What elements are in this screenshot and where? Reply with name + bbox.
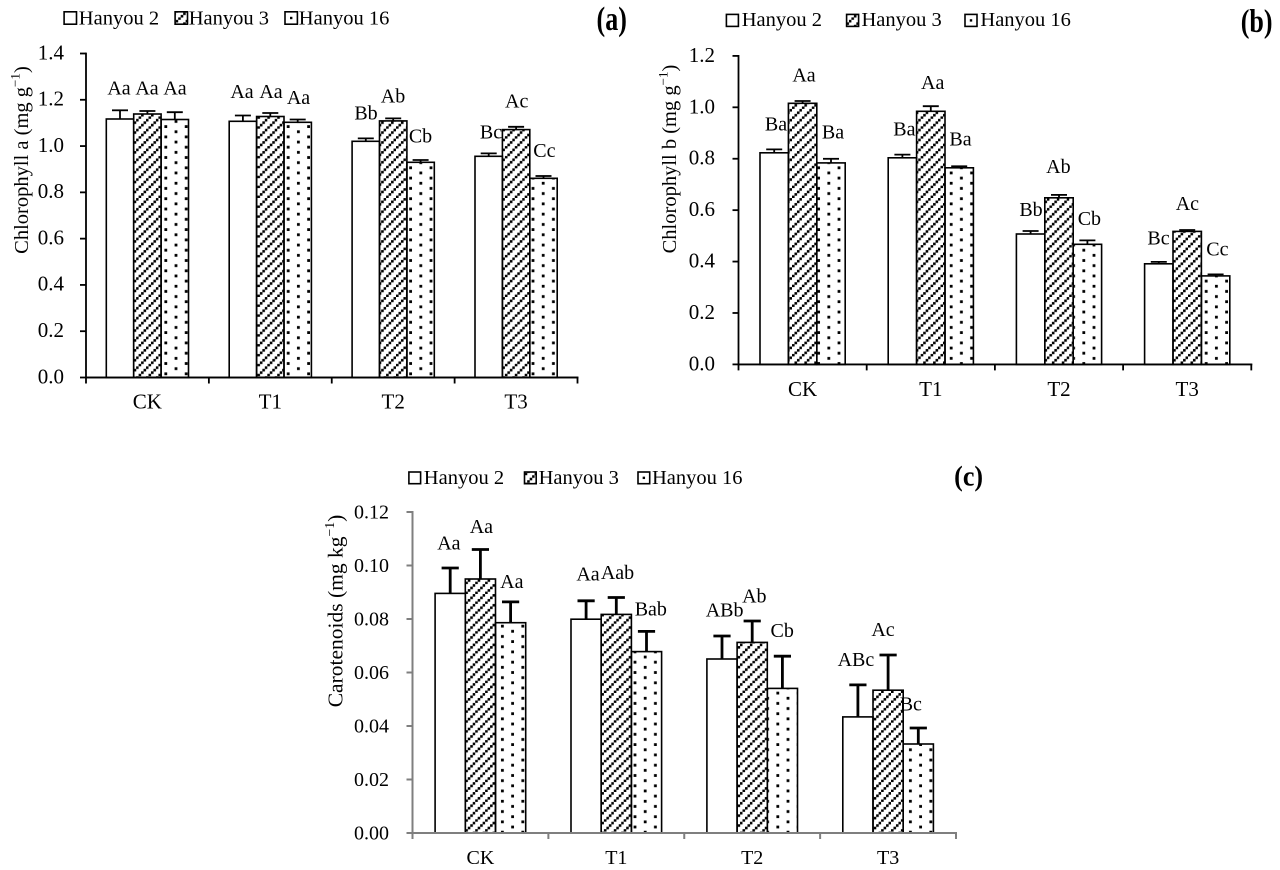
svg-text:Hanyou 3: Hanyou 3	[189, 7, 269, 29]
svg-text:Ac: Ac	[871, 619, 894, 641]
svg-text:1.2: 1.2	[38, 87, 64, 111]
svg-text:0.00: 0.00	[354, 822, 389, 844]
svg-text:0.0: 0.0	[38, 364, 64, 388]
svg-text:T2: T2	[1047, 377, 1070, 401]
svg-text:Aa: Aa	[230, 81, 253, 103]
svg-text:0.4: 0.4	[689, 249, 716, 273]
svg-text:1.0: 1.0	[38, 133, 64, 157]
svg-text:0.0: 0.0	[689, 351, 715, 375]
svg-text:Bc: Bc	[1147, 227, 1169, 249]
svg-text:0.6: 0.6	[38, 225, 64, 249]
svg-text:Ba: Ba	[949, 129, 971, 151]
svg-text:T3: T3	[877, 847, 899, 869]
svg-text:Hanyou 16: Hanyou 16	[299, 7, 390, 29]
svg-text:Aa: Aa	[470, 516, 493, 538]
svg-text:Hanyou 2: Hanyou 2	[424, 467, 504, 489]
svg-text:0.06: 0.06	[354, 662, 389, 684]
svg-text:Aa: Aa	[576, 564, 599, 586]
svg-text:Ab: Ab	[1046, 156, 1070, 178]
svg-text:T2: T2	[382, 389, 405, 413]
svg-text:1.0: 1.0	[689, 94, 715, 118]
svg-text:Cc: Cc	[1206, 239, 1228, 261]
svg-text:1.2: 1.2	[689, 43, 715, 67]
svg-text:0.2: 0.2	[38, 318, 64, 342]
svg-text:1.4: 1.4	[38, 40, 65, 64]
svg-text:0.10: 0.10	[354, 555, 389, 577]
svg-text:T2: T2	[741, 847, 763, 869]
svg-text:ABb: ABb	[706, 599, 744, 621]
svg-text:Hanyou 16: Hanyou 16	[980, 9, 1071, 31]
svg-text:Aab: Aab	[601, 562, 634, 584]
svg-text:Aa: Aa	[135, 78, 158, 100]
svg-text:0.4: 0.4	[38, 272, 65, 296]
svg-text:0.8: 0.8	[689, 146, 715, 170]
svg-text:T1: T1	[605, 847, 627, 869]
svg-text:(b): (b)	[1241, 4, 1273, 39]
svg-text:Ac: Ac	[505, 91, 528, 113]
svg-text:(a): (a)	[597, 0, 627, 38]
svg-text:0.04: 0.04	[354, 715, 389, 737]
svg-text:Ab: Ab	[381, 85, 405, 107]
svg-text:T1: T1	[919, 377, 942, 401]
svg-text:ABc: ABc	[838, 649, 875, 671]
svg-text:CK: CK	[467, 847, 495, 869]
svg-text:Aa: Aa	[287, 87, 310, 109]
svg-text:Cb: Cb	[1078, 208, 1101, 230]
svg-text:Bb: Bb	[354, 103, 377, 125]
svg-text:Ba: Ba	[893, 119, 915, 141]
svg-text:Aa: Aa	[500, 571, 523, 593]
svg-text:0.12: 0.12	[354, 501, 389, 523]
svg-text:Chlorophyll b (mg g−1): Chlorophyll b (mg g−1)	[656, 65, 682, 254]
svg-text:0.2: 0.2	[689, 300, 715, 324]
svg-text:Carotenoids (mg kg−1): Carotenoids (mg kg−1)	[322, 515, 348, 708]
svg-text:CK: CK	[133, 389, 162, 413]
svg-text:0.08: 0.08	[354, 608, 389, 630]
svg-text:Ab: Ab	[742, 586, 766, 608]
svg-text:T1: T1	[259, 389, 282, 413]
svg-text:Cb: Cb	[409, 125, 432, 147]
svg-text:Aa: Aa	[259, 81, 282, 103]
svg-text:Aa: Aa	[107, 78, 130, 100]
svg-text:Cc: Cc	[533, 140, 555, 162]
svg-text:(c): (c)	[954, 460, 983, 491]
svg-text:T3: T3	[1176, 377, 1199, 401]
svg-text:Cb: Cb	[771, 620, 794, 642]
svg-text:Ac: Ac	[1176, 193, 1199, 215]
svg-text:Aa: Aa	[437, 532, 460, 554]
svg-text:T3: T3	[504, 389, 527, 413]
svg-text:Hanyou 3: Hanyou 3	[539, 467, 619, 489]
svg-text:Aa: Aa	[921, 72, 944, 94]
svg-text:Bc: Bc	[900, 694, 922, 716]
svg-text:Ba: Ba	[765, 114, 787, 136]
svg-text:Aa: Aa	[792, 65, 815, 87]
svg-text:CK: CK	[788, 377, 817, 401]
svg-text:Bab: Bab	[635, 599, 667, 621]
svg-text:Bb: Bb	[1019, 199, 1042, 221]
svg-text:0.8: 0.8	[38, 179, 64, 203]
svg-text:Ba: Ba	[822, 122, 844, 144]
svg-text:Aa: Aa	[163, 78, 186, 100]
svg-text:Hanyou 16: Hanyou 16	[652, 467, 743, 489]
svg-text:Bc: Bc	[480, 121, 502, 143]
svg-text:Hanyou 2: Hanyou 2	[742, 9, 822, 31]
svg-text:Hanyou 2: Hanyou 2	[79, 7, 159, 29]
svg-text:Hanyou 3: Hanyou 3	[862, 9, 942, 31]
svg-text:Chlorophyll a (mg g−1): Chlorophyll a (mg g−1)	[8, 66, 34, 254]
svg-text:0.02: 0.02	[354, 769, 389, 791]
svg-text:0.6: 0.6	[689, 197, 715, 221]
